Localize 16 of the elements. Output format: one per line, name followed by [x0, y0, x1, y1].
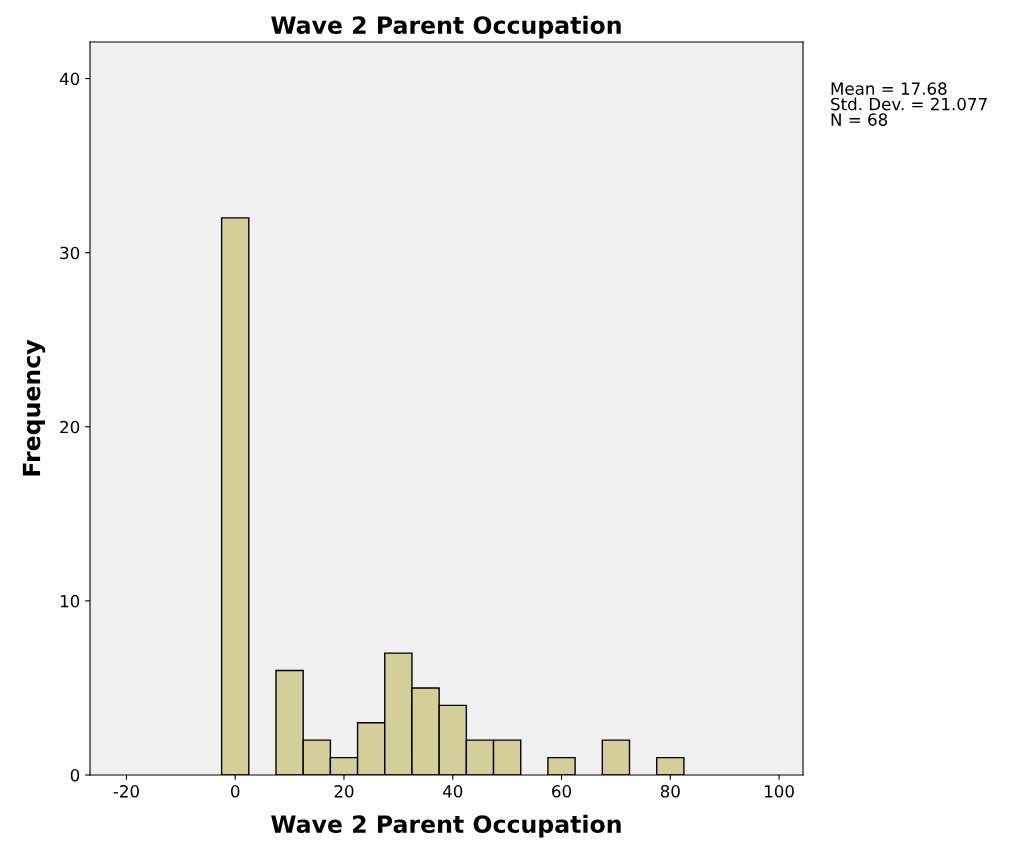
- x-tick-label: 60: [552, 785, 572, 798]
- y-tick-label: 40: [59, 72, 80, 86]
- x-tick-label: 20: [334, 785, 354, 798]
- y-axis-title: Frequency: [22, 339, 46, 476]
- y-tick-label: 30: [60, 246, 80, 260]
- y-tick-label: 0: [70, 768, 80, 782]
- x-tick-label: 100: [764, 785, 794, 798]
- x-tick-label: 0: [231, 785, 240, 798]
- chart-title: Wave 2 Parent Occupation: [271, 15, 621, 39]
- x-axis-title: Wave 2 Parent Occupation: [271, 814, 621, 838]
- y-tick-label: 10: [60, 594, 80, 608]
- x-tick-label: 40: [442, 785, 463, 798]
- x-tick-label: 80: [660, 785, 680, 798]
- text: Mean = 17.68 Std. Dev. = 21.077 N = 68: [831, 82, 987, 126]
- y-tick-label: 20: [60, 420, 80, 434]
- x-tick-label: -20: [113, 785, 139, 798]
